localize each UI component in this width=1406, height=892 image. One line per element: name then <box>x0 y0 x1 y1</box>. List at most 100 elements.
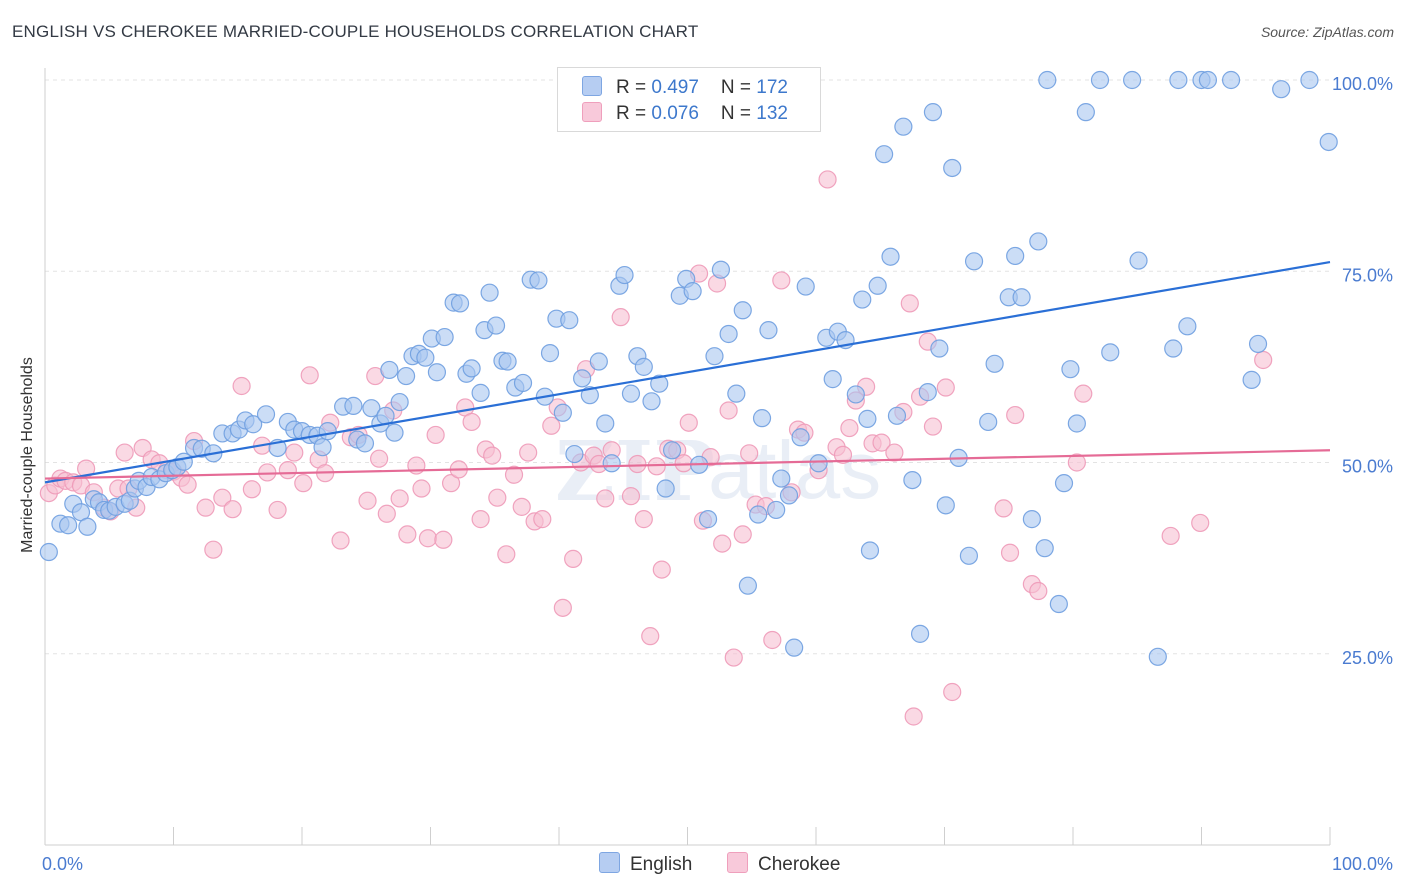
english-point <box>936 496 955 515</box>
english-swatch <box>582 76 602 96</box>
cherokee-point <box>115 443 134 462</box>
english-point <box>565 444 584 464</box>
cherokee-point <box>1029 581 1048 601</box>
english-point <box>918 383 937 402</box>
cherokee-point <box>763 630 782 650</box>
english-point <box>390 392 409 412</box>
english-point <box>1061 360 1080 379</box>
english-point <box>1101 343 1120 362</box>
english-point <box>1012 288 1031 307</box>
cherokee-r-label: R = <box>616 103 652 124</box>
english-point <box>380 360 399 380</box>
cherokee-point <box>900 294 919 313</box>
cherokee-point <box>818 170 837 189</box>
english-points <box>39 70 1338 666</box>
english-point <box>959 546 979 565</box>
cherokee-point <box>471 510 490 529</box>
english-point <box>1123 70 1142 90</box>
english-r-value: 0.497 <box>651 77 699 98</box>
x-tick-label-max: 100.0% <box>1332 854 1393 874</box>
english-point <box>1076 103 1095 122</box>
cherokee-point <box>232 376 251 396</box>
english-point <box>1300 70 1319 90</box>
english-point <box>749 505 768 524</box>
english-point <box>894 117 913 136</box>
english-point <box>39 542 58 562</box>
english-point <box>903 470 922 490</box>
cherokee-point <box>434 530 453 549</box>
cherokee-point <box>1191 513 1210 533</box>
cherokee-point <box>512 497 531 516</box>
english-point <box>529 271 548 290</box>
english-n-value: 172 <box>756 77 788 98</box>
cherokee-point <box>679 413 698 432</box>
english-point <box>621 384 641 403</box>
english-point <box>752 409 772 428</box>
english-point <box>1169 70 1188 90</box>
english-point <box>427 363 447 382</box>
english-point <box>450 294 470 313</box>
english-point <box>1221 70 1241 90</box>
cherokee-point <box>724 648 743 667</box>
cherokee-point <box>504 465 524 484</box>
cherokee-point <box>497 545 516 564</box>
english-r-label: R = <box>616 77 652 98</box>
english-point <box>376 406 395 425</box>
english-point <box>59 516 78 535</box>
legend-row-english: R = 0.497 N = 172 <box>582 76 788 100</box>
cherokee-point <box>223 500 242 519</box>
cherokee-point <box>1161 526 1180 546</box>
cherokee-point <box>872 433 891 452</box>
english-point <box>1006 246 1025 266</box>
english-point <box>480 283 499 302</box>
cherokee-point <box>268 500 287 520</box>
english-point <box>727 384 746 403</box>
english-point <box>711 260 731 279</box>
cherokee-n-value: 132 <box>756 103 788 124</box>
english-n-label: N = <box>720 77 757 98</box>
english-point <box>985 354 1004 373</box>
trend-lines <box>44 260 1331 484</box>
legend: R = 0.497 N = 172 R = 0.076 N = 132 <box>557 67 821 132</box>
cherokee-point <box>553 598 572 617</box>
english-point <box>923 103 943 122</box>
english-point <box>785 638 804 657</box>
cherokee-point <box>1000 543 1020 562</box>
english-point <box>396 366 416 386</box>
cherokee-point <box>196 498 215 517</box>
english-point <box>256 405 276 424</box>
y-tick-label: 100.0% <box>1332 74 1393 94</box>
cherokee-swatch <box>582 102 602 122</box>
english-point <box>853 290 872 309</box>
cherokee-point <box>370 449 389 468</box>
english-point <box>719 324 738 344</box>
cherokee-point <box>943 682 962 702</box>
cherokee-point <box>611 308 630 327</box>
cherokee-point <box>904 707 923 726</box>
english-point <box>943 158 962 178</box>
cherokee-point <box>652 560 671 579</box>
english-point <box>602 454 621 473</box>
english-point <box>881 247 900 266</box>
english-point <box>462 359 481 378</box>
cherokee-point <box>213 488 232 507</box>
english-point <box>705 347 724 366</box>
english-point <box>471 383 490 402</box>
cherokee-point <box>331 531 350 550</box>
english-point <box>698 510 718 529</box>
gridlines <box>45 79 1330 655</box>
cherokee-point <box>483 446 502 465</box>
english-point <box>964 252 984 271</box>
cherokee-legend-swatch <box>727 852 748 873</box>
english-point <box>979 412 998 432</box>
english-point <box>362 399 381 418</box>
cherokee-point <box>488 488 507 507</box>
cherokee-n-label: N = <box>720 103 757 124</box>
english-point <box>1248 334 1268 354</box>
cherokee-point <box>564 549 583 568</box>
english-point <box>435 327 454 347</box>
english-point <box>416 348 435 367</box>
cherokee-point <box>178 475 197 494</box>
english-point <box>580 386 599 405</box>
